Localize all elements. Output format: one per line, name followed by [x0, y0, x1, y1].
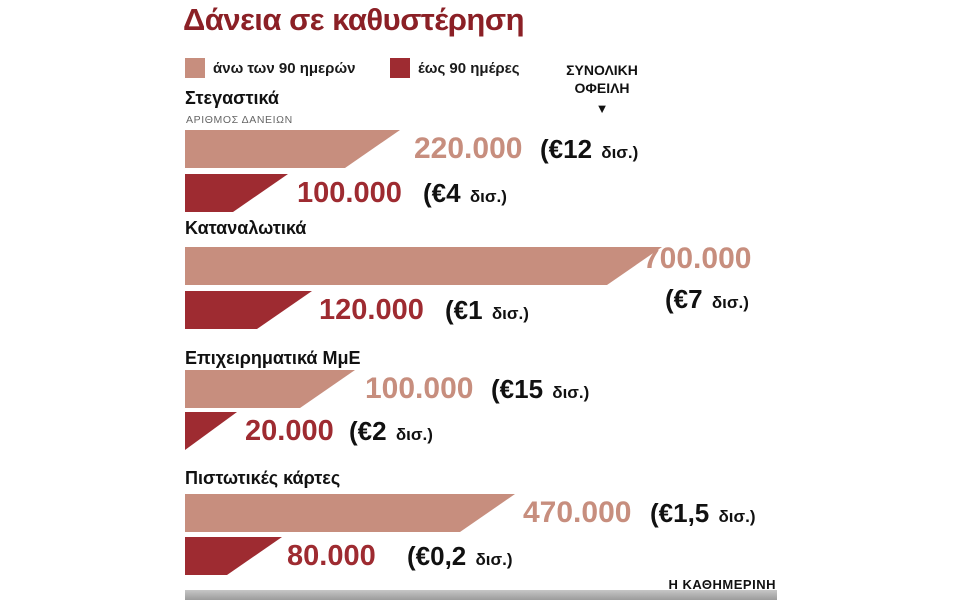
bar-count-label: 470.000 — [523, 496, 632, 529]
bar-count-label: 700.000 — [643, 242, 752, 275]
bar-dark-0 — [185, 174, 288, 212]
bar-debt-label: (€2 δισ.) — [349, 416, 433, 446]
axis-note-number-of-loans: ΑΡΙΘΜΟΣ ΔΑΝΕΙΩΝ — [186, 114, 293, 126]
source-credit: Η ΚΑΘΗΜΕΡΙΝΗ — [668, 577, 776, 592]
bar-debt-label: (€4 δισ.) — [423, 178, 507, 208]
legend-swatch-over90 — [185, 58, 205, 78]
category-label: Στεγαστικά — [185, 88, 279, 108]
bar-light-3 — [185, 494, 515, 532]
bar-debt-label: (€15 δισ.) — [491, 374, 590, 404]
legend-swatch-upto90 — [390, 58, 410, 78]
bar-light-2 — [185, 370, 355, 408]
total-debt-heading-line2: ΟΦΕΙΛΗ — [574, 80, 630, 96]
total-debt-heading: ΣΥΝΟΛΙΚΗ ΟΦΕΙΛΗ — [546, 61, 658, 97]
bar-light-1 — [185, 247, 662, 285]
category-label: Καταναλωτικά — [185, 218, 307, 238]
bar-count-label: 20.000 — [245, 415, 334, 447]
bar-count-label: 100.000 — [297, 177, 402, 209]
legend-label-upto90: έως 90 ημέρες — [418, 60, 520, 77]
bar-debt-label: (€1,5 δισ.) — [650, 498, 756, 528]
bar-debt-label: (€1 δισ.) — [445, 295, 529, 325]
chart-title: Δάνεια σε καθυστέρηση — [183, 2, 525, 37]
legend-label-over90: άνω των 90 ημερών — [213, 60, 356, 77]
bar-debt-label: (€12 δισ.) — [540, 134, 639, 164]
bar-count-label: 100.000 — [365, 372, 474, 405]
bar-debt-label: (€7 δισ.) — [665, 284, 749, 314]
bar-dark-3 — [185, 537, 282, 575]
bar-dark-1 — [185, 291, 312, 329]
category-label: Πιστωτικές κάρτες — [185, 468, 341, 488]
bar-count-label: 220.000 — [414, 132, 523, 165]
total-debt-heading-line1: ΣΥΝΟΛΙΚΗ — [566, 62, 638, 78]
bar-light-0 — [185, 130, 400, 168]
bar-debt-label: (€0,2 δισ.) — [407, 541, 513, 571]
bar-dark-2 — [185, 412, 237, 450]
category-label: Επιχειρηματικά ΜμΕ — [185, 348, 361, 368]
bar-count-label: 80.000 — [287, 540, 376, 572]
bar-count-label: 120.000 — [319, 294, 424, 326]
footer-bar — [185, 590, 777, 600]
down-arrow-icon: ▼ — [595, 101, 609, 116]
